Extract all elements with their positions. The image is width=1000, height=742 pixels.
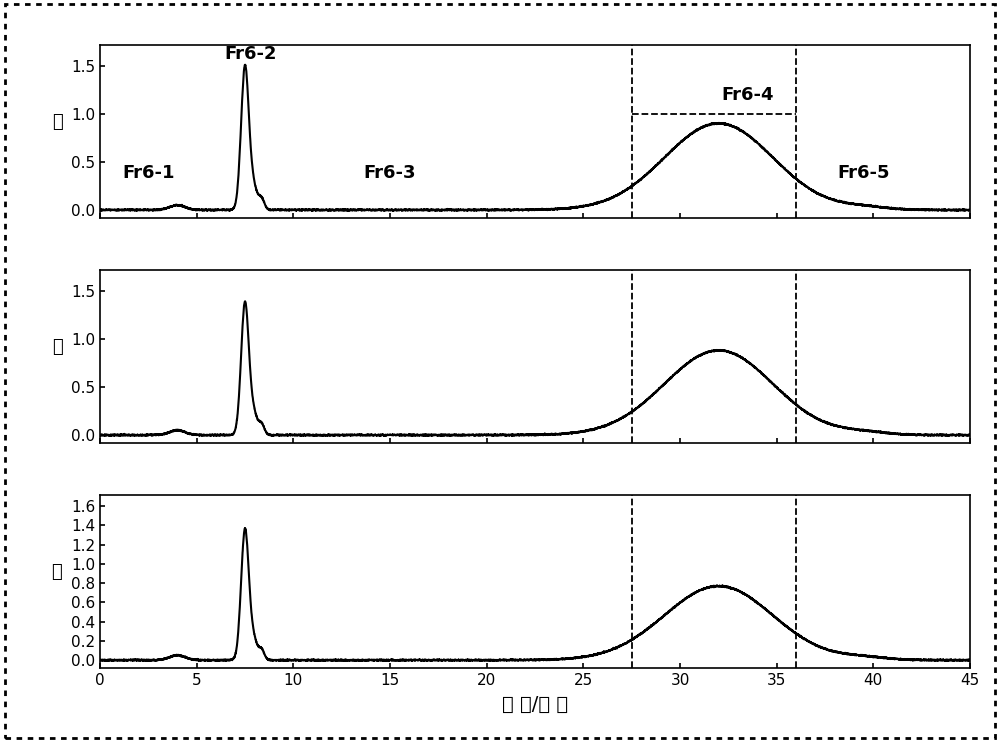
- Text: Fr6-3: Fr6-3: [364, 165, 416, 183]
- Text: Fr6-2: Fr6-2: [225, 45, 277, 63]
- X-axis label: 时 间/分 钟: 时 间/分 钟: [502, 695, 568, 714]
- Y-axis label: 伏: 伏: [52, 563, 62, 581]
- Text: Fr6-5: Fr6-5: [837, 165, 890, 183]
- Text: Fr6-1: Fr6-1: [122, 165, 175, 183]
- Y-axis label: 伏: 伏: [52, 113, 62, 131]
- Text: Fr6-4: Fr6-4: [721, 86, 774, 104]
- Y-axis label: 伏: 伏: [52, 338, 62, 356]
